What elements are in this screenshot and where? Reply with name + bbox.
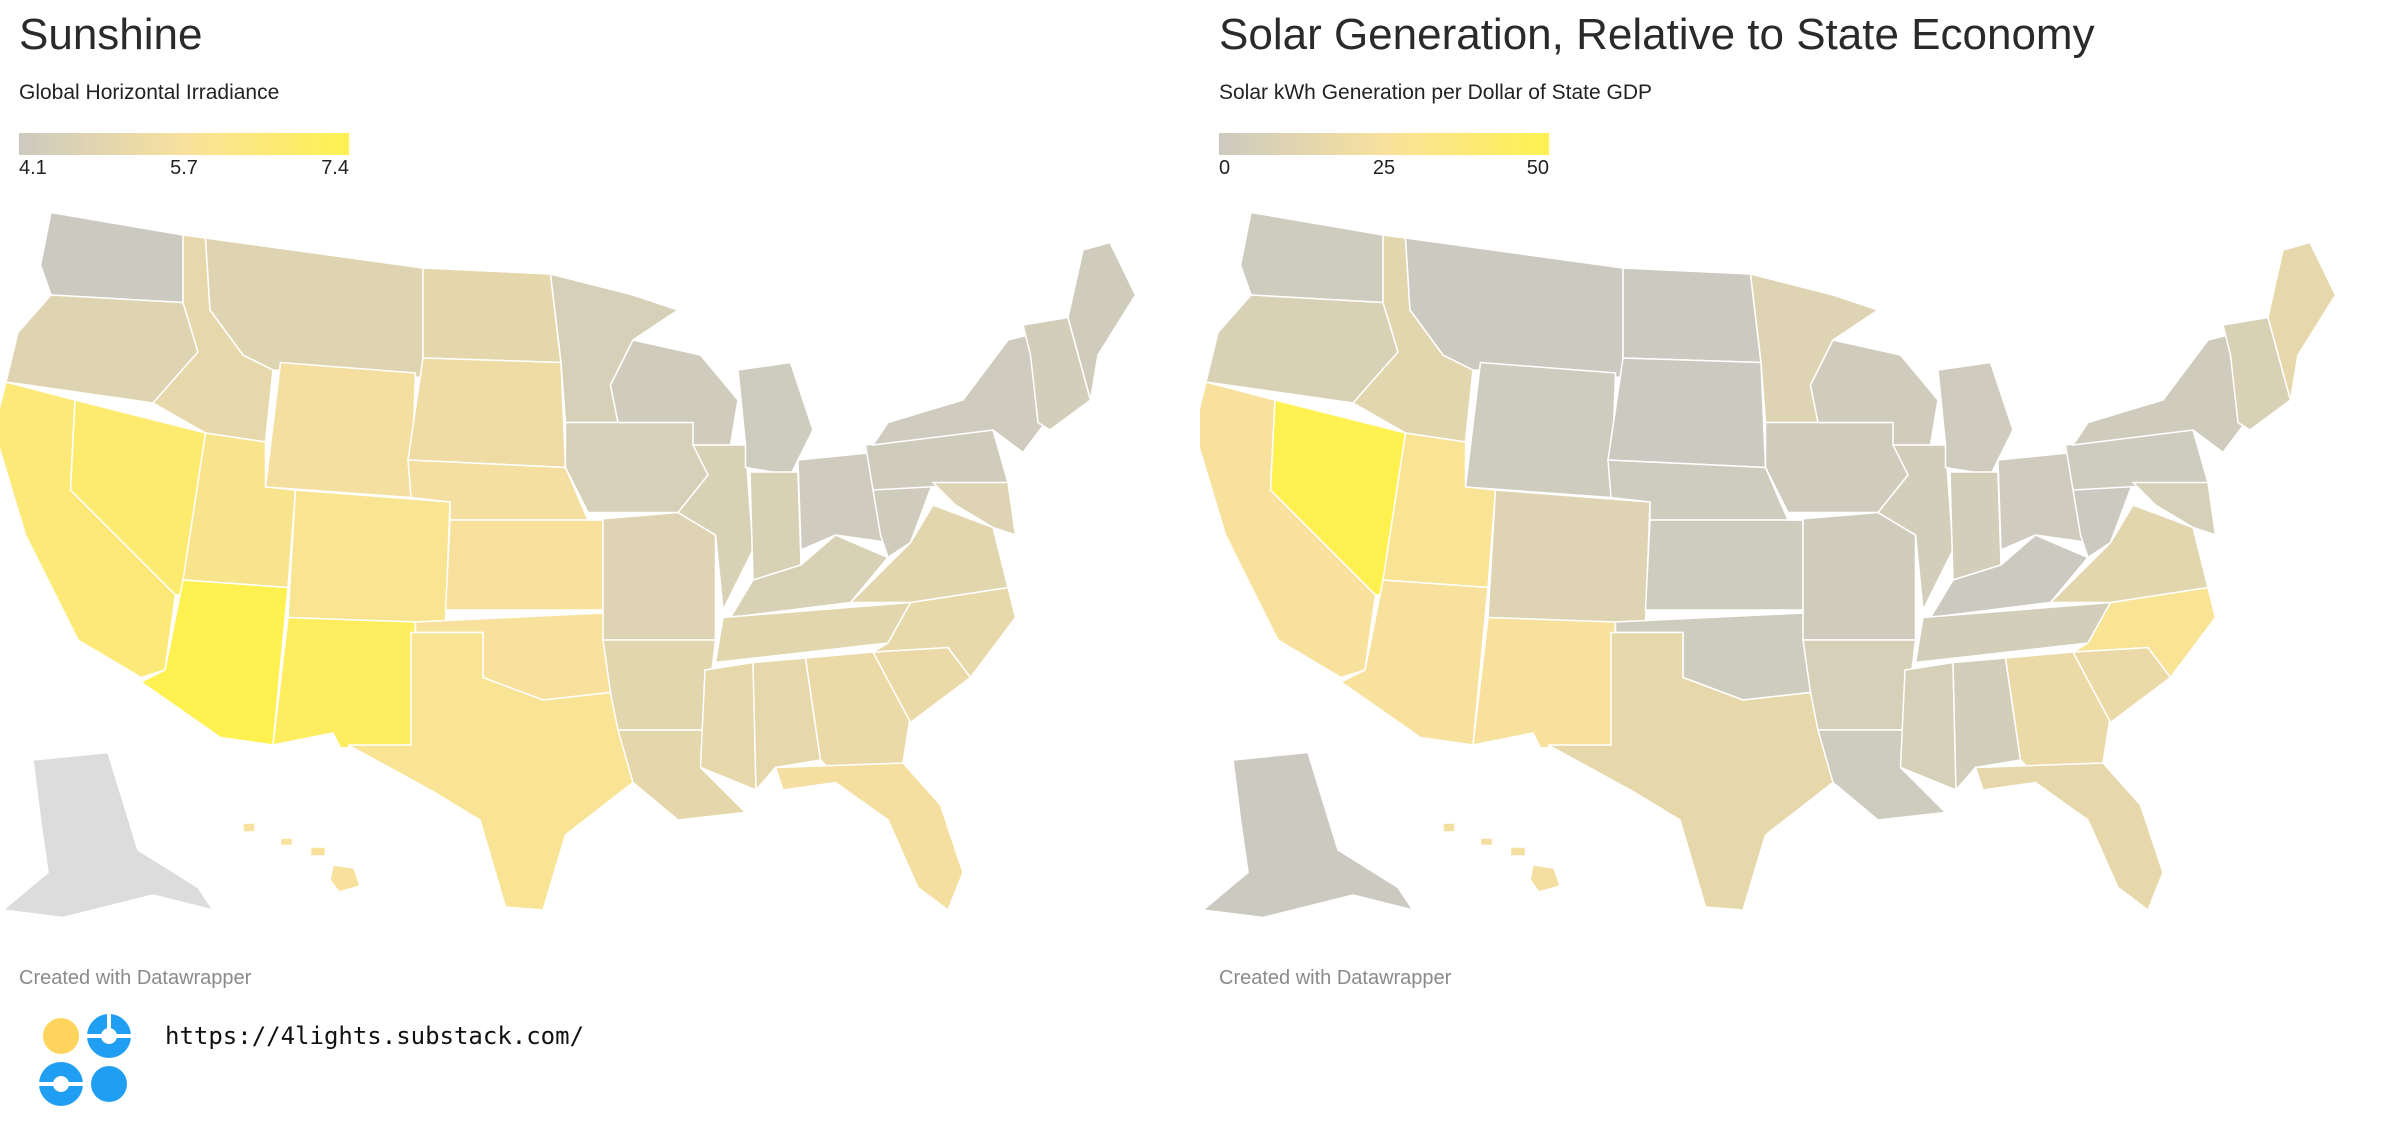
four-lights-logo-icon [39, 1014, 131, 1106]
state-ms[interactable] [1899, 661, 1957, 792]
state-ak[interactable] [1, 751, 215, 919]
state-ks[interactable] [444, 519, 604, 611]
state-al[interactable] [752, 657, 822, 792]
state-co[interactable] [1487, 489, 1651, 626]
state-me[interactable] [2267, 241, 2337, 401]
state-me[interactable] [1067, 241, 1137, 401]
legend-max-label: 50 [1526, 157, 1549, 179]
state-fl[interactable] [774, 762, 964, 912]
state-wa[interactable] [1239, 211, 1384, 304]
state-ms[interactable] [699, 661, 757, 792]
state-mi[interactable] [1937, 361, 2014, 476]
state-nm[interactable] [272, 616, 417, 749]
state-ks[interactable] [1644, 519, 1804, 611]
state-mi[interactable] [737, 361, 814, 476]
state-sd[interactable] [407, 357, 567, 469]
us-states-svg [0, 211, 1137, 919]
state-al[interactable] [1952, 657, 2022, 792]
us-choropleth-map[interactable] [0, 190, 1200, 940]
state-mo[interactable] [1787, 511, 1917, 641]
state-hi[interactable] [1442, 822, 1561, 893]
state-mdde[interactable] [2131, 481, 2217, 537]
map-title: Solar Generation, Relative to State Econ… [1219, 10, 2095, 59]
state-nd[interactable] [422, 267, 562, 364]
four-lights-brand: https://4lights.substack.com/ [35, 1010, 584, 1120]
datawrapper-credit: Created with Datawrapper [1219, 967, 1452, 989]
state-mo[interactable] [587, 511, 717, 641]
state-in[interactable] [749, 471, 802, 582]
state-ia[interactable] [564, 421, 709, 514]
solar-generation-map-panel: Solar Generation, Relative to State Econ… [1200, 0, 2380, 1123]
legend-max-label: 7.4 [321, 157, 349, 179]
state-az[interactable] [139, 579, 289, 746]
state-ia[interactable] [1764, 421, 1909, 514]
state-mdde[interactable] [931, 481, 1017, 537]
datawrapper-credit: Created with Datawrapper [19, 967, 252, 989]
state-oh[interactable] [1997, 451, 2089, 552]
legend-mid-label: 5.7 [170, 157, 198, 179]
state-ny[interactable] [2071, 331, 2247, 454]
state-in[interactable] [1949, 471, 2002, 582]
state-fl[interactable] [1974, 762, 2164, 912]
legend-min-label: 0 [1219, 157, 1231, 179]
state-hi[interactable] [242, 822, 361, 893]
state-az[interactable] [1339, 579, 1489, 746]
state-wy[interactable] [1464, 361, 1617, 499]
sunshine-map-panel: Sunshine Global Horizontal Irradiance 4.… [0, 0, 1180, 1123]
state-tx[interactable] [347, 631, 634, 911]
state-ar[interactable] [1802, 639, 1917, 731]
state-nd[interactable] [1622, 267, 1762, 364]
state-wa[interactable] [39, 211, 184, 304]
legend-min-label: 4.1 [19, 157, 47, 179]
map-subtitle: Global Horizontal Irradiance [19, 81, 280, 104]
us-states-svg [1200, 211, 2337, 919]
substack-url-link[interactable]: https://4lights.substack.com/ [165, 1022, 585, 1050]
us-choropleth-map[interactable] [1200, 190, 2400, 940]
state-ar[interactable] [602, 639, 717, 731]
state-ak[interactable] [1201, 751, 1415, 919]
state-wy[interactable] [264, 361, 417, 499]
legend-gradient [1219, 133, 1549, 155]
map-title: Sunshine [19, 10, 203, 59]
state-tx[interactable] [1547, 631, 1834, 911]
map-subtitle: Solar kWh Generation per Dollar of State… [1219, 81, 1653, 104]
state-ny[interactable] [871, 331, 1047, 454]
color-legend: 4.1 5.7 7.4 [19, 133, 349, 181]
legend-mid-label: 25 [1372, 157, 1396, 179]
legend-gradient [19, 133, 349, 155]
state-sd[interactable] [1607, 357, 1767, 469]
state-nm[interactable] [1472, 616, 1617, 749]
state-oh[interactable] [797, 451, 889, 552]
state-co[interactable] [287, 489, 451, 626]
color-legend: 0 25 50 [1219, 133, 1549, 181]
